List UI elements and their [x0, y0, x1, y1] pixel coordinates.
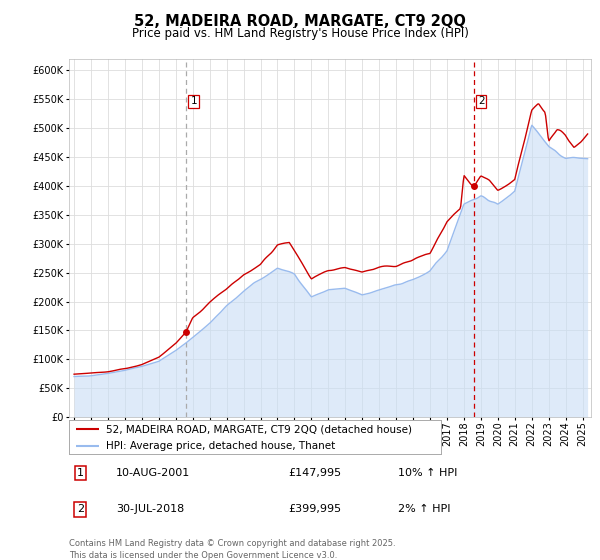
Text: 1: 1: [190, 96, 197, 106]
Text: Price paid vs. HM Land Registry's House Price Index (HPI): Price paid vs. HM Land Registry's House …: [131, 27, 469, 40]
Text: £399,995: £399,995: [288, 505, 341, 514]
Text: 2% ↑ HPI: 2% ↑ HPI: [398, 505, 451, 514]
Text: 2: 2: [77, 505, 84, 514]
Text: 52, MADEIRA ROAD, MARGATE, CT9 2QQ: 52, MADEIRA ROAD, MARGATE, CT9 2QQ: [134, 14, 466, 29]
Text: 30-JUL-2018: 30-JUL-2018: [116, 505, 184, 514]
Text: HPI: Average price, detached house, Thanet: HPI: Average price, detached house, Than…: [106, 441, 335, 451]
Text: 52, MADEIRA ROAD, MARGATE, CT9 2QQ (detached house): 52, MADEIRA ROAD, MARGATE, CT9 2QQ (deta…: [106, 424, 412, 435]
Text: 10% ↑ HPI: 10% ↑ HPI: [398, 468, 457, 478]
Text: 10-AUG-2001: 10-AUG-2001: [116, 468, 190, 478]
Text: Contains HM Land Registry data © Crown copyright and database right 2025.
This d: Contains HM Land Registry data © Crown c…: [69, 539, 395, 560]
Text: 2: 2: [478, 96, 485, 106]
Text: £147,995: £147,995: [288, 468, 341, 478]
Text: 1: 1: [77, 468, 84, 478]
